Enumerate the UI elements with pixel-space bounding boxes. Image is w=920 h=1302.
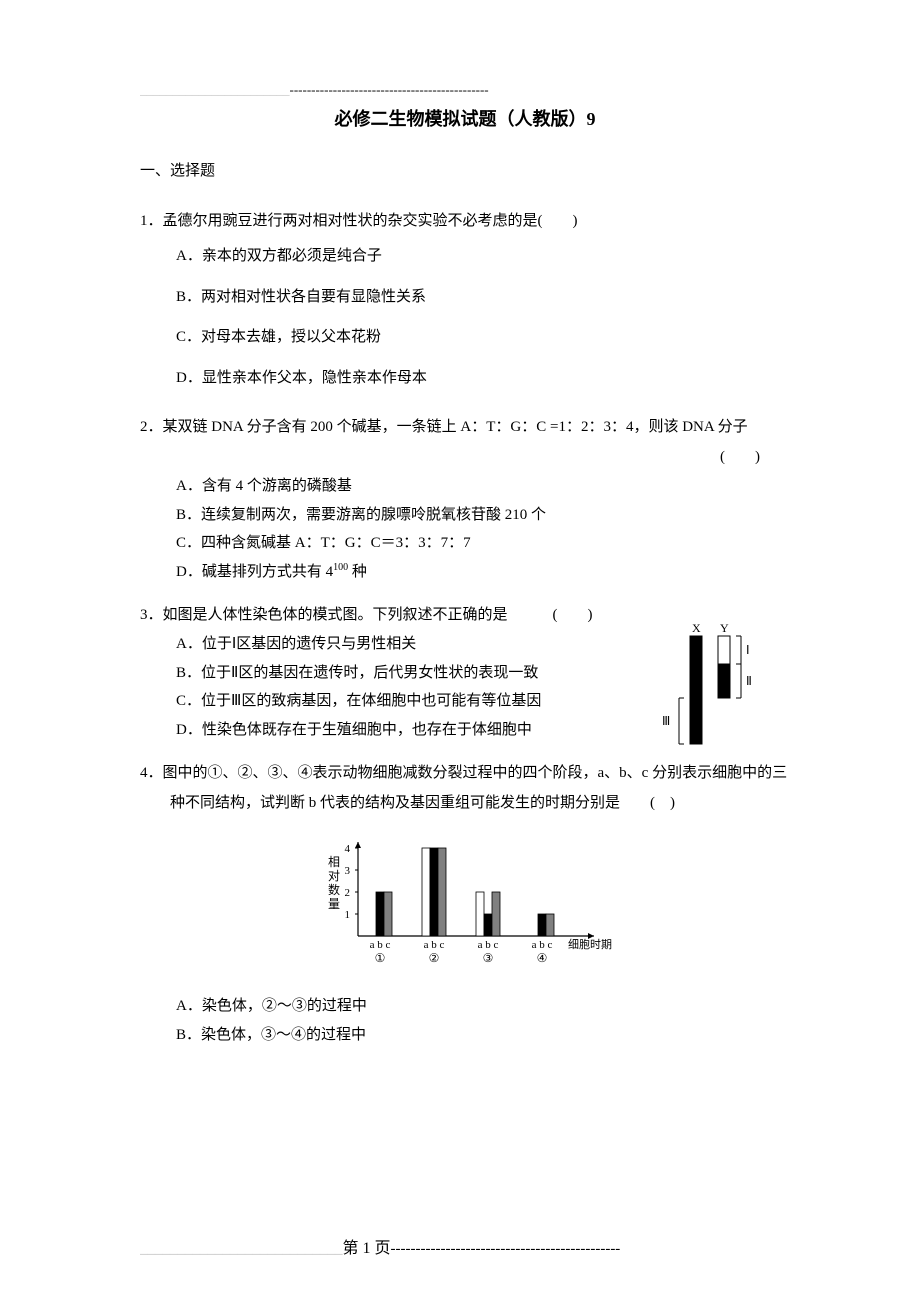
q2-option-d: D．碱基排列方式共有 4100 种 [176, 558, 790, 587]
q2-d-post: 种 [348, 564, 367, 580]
svg-text:Ⅲ: Ⅲ [662, 714, 670, 728]
q4-option-a: A．染色体，②～③的过程中 [176, 992, 790, 1021]
q1-option-c: C．对母本去雄，授以父本花粉 [176, 317, 790, 358]
top-divider: _______________________-----------------… [140, 82, 530, 98]
footer-dashes: ----------------------------------------… [391, 1241, 621, 1257]
question-3: 3．如图是人体性染色体的模式图。下列叙述不正确的是 ( ) XYⅠⅡⅢ A．位于… [140, 600, 790, 744]
svg-text:3: 3 [345, 865, 351, 877]
svg-text:Ⅱ: Ⅱ [746, 674, 752, 688]
q1-stem: 1．孟德尔用豌豆进行两对相对性状的杂交实验不必考虑的是( ) [140, 206, 790, 236]
question-1: 1．孟德尔用豌豆进行两对相对性状的杂交实验不必考虑的是( ) A．亲本的双方都必… [140, 206, 790, 398]
svg-text:②: ② [429, 951, 440, 965]
q1-option-a: A．亲本的双方都必须是纯合子 [176, 236, 790, 277]
q2-d-sup: 100 [333, 562, 348, 573]
q2-option-a: A．含有 4 个游离的磷酸基 [176, 472, 790, 501]
top-divider-fill: _______________________ [140, 82, 290, 97]
question-4: 4．图中的①、②、③、④表示动物细胞减数分裂过程中的四个阶段，a、b、c 分别表… [140, 758, 790, 1049]
svg-text:对: 对 [328, 869, 340, 883]
footer-page-label: 第 1 页 [343, 1240, 391, 1257]
q4-option-b: B．染色体，③～④的过程中 [176, 1021, 790, 1050]
svg-text:1: 1 [345, 909, 351, 921]
footer-divider: ___________________________第 1 页--------… [140, 1234, 670, 1258]
svg-text:③: ③ [483, 951, 494, 965]
q2-option-b: B．连续复制两次，需要游离的腺嘌呤脱氧核苷酸 210 个 [176, 501, 790, 530]
svg-text:①: ① [375, 951, 386, 965]
svg-text:a b c: a b c [424, 939, 445, 951]
q4-stem: 4．图中的①、②、③、④表示动物细胞减数分裂过程中的四个阶段，a、b、c 分别表… [170, 758, 790, 818]
q2-paren: ( ) [140, 442, 790, 472]
svg-text:相: 相 [328, 855, 340, 869]
svg-text:Y: Y [720, 621, 729, 635]
svg-text:数: 数 [328, 882, 340, 897]
footer-fill-left: ___________________________ [140, 1241, 343, 1257]
svg-text:X: X [692, 621, 701, 635]
page-title: 必修二生物模拟试题（人教版）9 [140, 105, 790, 131]
top-divider-dashes: ----------------------------------------… [290, 82, 489, 97]
q1-option-b: B．两对相对性状各自要有显隐性关系 [176, 277, 790, 318]
meiosis-bar-chart: 1234相对数量a b c①a b c②a b c③a b c④细胞时期 [310, 826, 620, 976]
q1-option-d: D．显性亲本作父本，隐性亲本作母本 [176, 358, 790, 399]
svg-text:量: 量 [328, 897, 340, 911]
svg-text:a b c: a b c [478, 939, 499, 951]
question-2: 2．某双链 DNA 分子含有 200 个碱基，一条链上 A：T：G：C =1：2… [140, 412, 790, 586]
svg-text:a b c: a b c [370, 939, 391, 951]
q2-stem: 2．某双链 DNA 分子含有 200 个碱基，一条链上 A：T：G：C =1：2… [140, 412, 790, 442]
svg-text:④: ④ [537, 951, 548, 965]
q2-option-c: C．四种含氮碱基 A：T：G：C＝3：3：7：7 [176, 529, 790, 558]
svg-text:Ⅰ: Ⅰ [746, 643, 750, 657]
svg-text:2: 2 [345, 887, 351, 899]
svg-text:细胞时期: 细胞时期 [568, 938, 612, 951]
q2-d-pre: D．碱基排列方式共有 4 [176, 564, 333, 580]
svg-text:4: 4 [345, 843, 351, 855]
section-header: 一、选择题 [140, 159, 790, 180]
svg-text:a b c: a b c [532, 939, 553, 951]
chromosome-diagram: X Y Ⅰ Ⅱ Ⅲ [660, 618, 800, 758]
